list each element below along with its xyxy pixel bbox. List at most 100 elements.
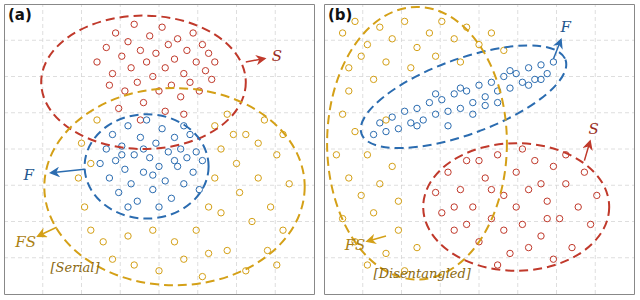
axis-line: [325, 294, 635, 295]
cluster-ellipse: [349, 24, 579, 169]
point: [106, 82, 112, 88]
point: [193, 59, 199, 65]
point: [128, 65, 134, 71]
series-points: [75, 111, 292, 280]
series-points: [333, 18, 507, 274]
point: [451, 204, 457, 210]
point: [190, 169, 196, 175]
point: [550, 256, 556, 262]
point: [364, 41, 370, 47]
axis-line: [325, 4, 635, 5]
point: [131, 21, 137, 27]
point: [445, 123, 451, 129]
point: [81, 204, 87, 210]
point: [128, 181, 134, 187]
point: [184, 155, 190, 161]
point: [88, 227, 94, 233]
point: [370, 131, 376, 137]
point: [109, 256, 115, 262]
panel: SFFS[Serial](a): [4, 4, 315, 295]
point: [377, 181, 383, 187]
cluster-ellipse: [41, 16, 246, 149]
point: [150, 172, 156, 178]
point: [230, 131, 236, 137]
point: [150, 73, 156, 79]
point: [389, 36, 395, 42]
cluster-ellipse: [44, 88, 304, 285]
point: [116, 189, 122, 195]
point: [463, 157, 469, 163]
axis-line: [634, 5, 635, 295]
point: [587, 221, 593, 227]
point: [432, 53, 438, 59]
point: [153, 50, 159, 56]
point: [463, 88, 469, 94]
point: [78, 140, 84, 146]
point: [538, 62, 544, 68]
grid-line-y: [324, 76, 634, 77]
point: [401, 18, 407, 24]
cluster-label: F: [560, 18, 572, 36]
point: [401, 108, 407, 114]
point: [333, 152, 339, 158]
point: [199, 273, 205, 279]
point: [594, 192, 600, 198]
point: [178, 94, 184, 100]
point: [352, 128, 358, 134]
x-axis: [325, 294, 635, 296]
point: [100, 239, 106, 245]
point: [181, 256, 187, 262]
point: [88, 160, 94, 166]
point: [171, 134, 177, 140]
point: [274, 152, 280, 158]
point: [383, 250, 389, 256]
label-arrow: [51, 169, 84, 172]
point: [205, 250, 211, 256]
label-arrow: [367, 236, 386, 241]
point: [470, 99, 476, 105]
point: [364, 152, 370, 158]
label-arrow: [553, 40, 560, 59]
point: [513, 169, 519, 175]
point: [439, 97, 445, 103]
point: [193, 227, 199, 233]
point: [187, 131, 193, 137]
grid-line-y: [324, 221, 634, 222]
point: [519, 221, 525, 227]
point: [408, 120, 414, 126]
point: [224, 111, 230, 117]
point: [414, 244, 420, 250]
cluster-ellipse: [85, 114, 209, 218]
point: [383, 117, 389, 123]
point: [507, 85, 513, 91]
point: [153, 140, 159, 146]
axis-line: [5, 294, 315, 295]
point: [346, 65, 352, 71]
point: [451, 227, 457, 233]
point: [445, 108, 451, 114]
points: [75, 21, 292, 280]
point: [414, 44, 420, 50]
point: [383, 59, 389, 65]
x-axis-top: [5, 4, 315, 5]
point: [550, 163, 556, 169]
point: [202, 68, 208, 74]
grid-line-y: [4, 76, 314, 77]
point: [532, 157, 538, 163]
grid-line-y: [4, 257, 314, 258]
point: [550, 59, 556, 65]
point: [426, 99, 432, 105]
point: [556, 215, 562, 221]
cluster-label: S: [272, 47, 282, 65]
point: [395, 198, 401, 204]
point: [439, 18, 445, 24]
point: [358, 192, 364, 198]
point: [274, 262, 280, 268]
cluster-ellipse: [423, 143, 609, 271]
grid-line-x: [595, 4, 596, 294]
point: [575, 204, 581, 210]
point: [377, 24, 383, 30]
cluster-label: F: [23, 166, 35, 184]
axis-line: [324, 5, 325, 295]
x-axis-top: [325, 4, 635, 5]
